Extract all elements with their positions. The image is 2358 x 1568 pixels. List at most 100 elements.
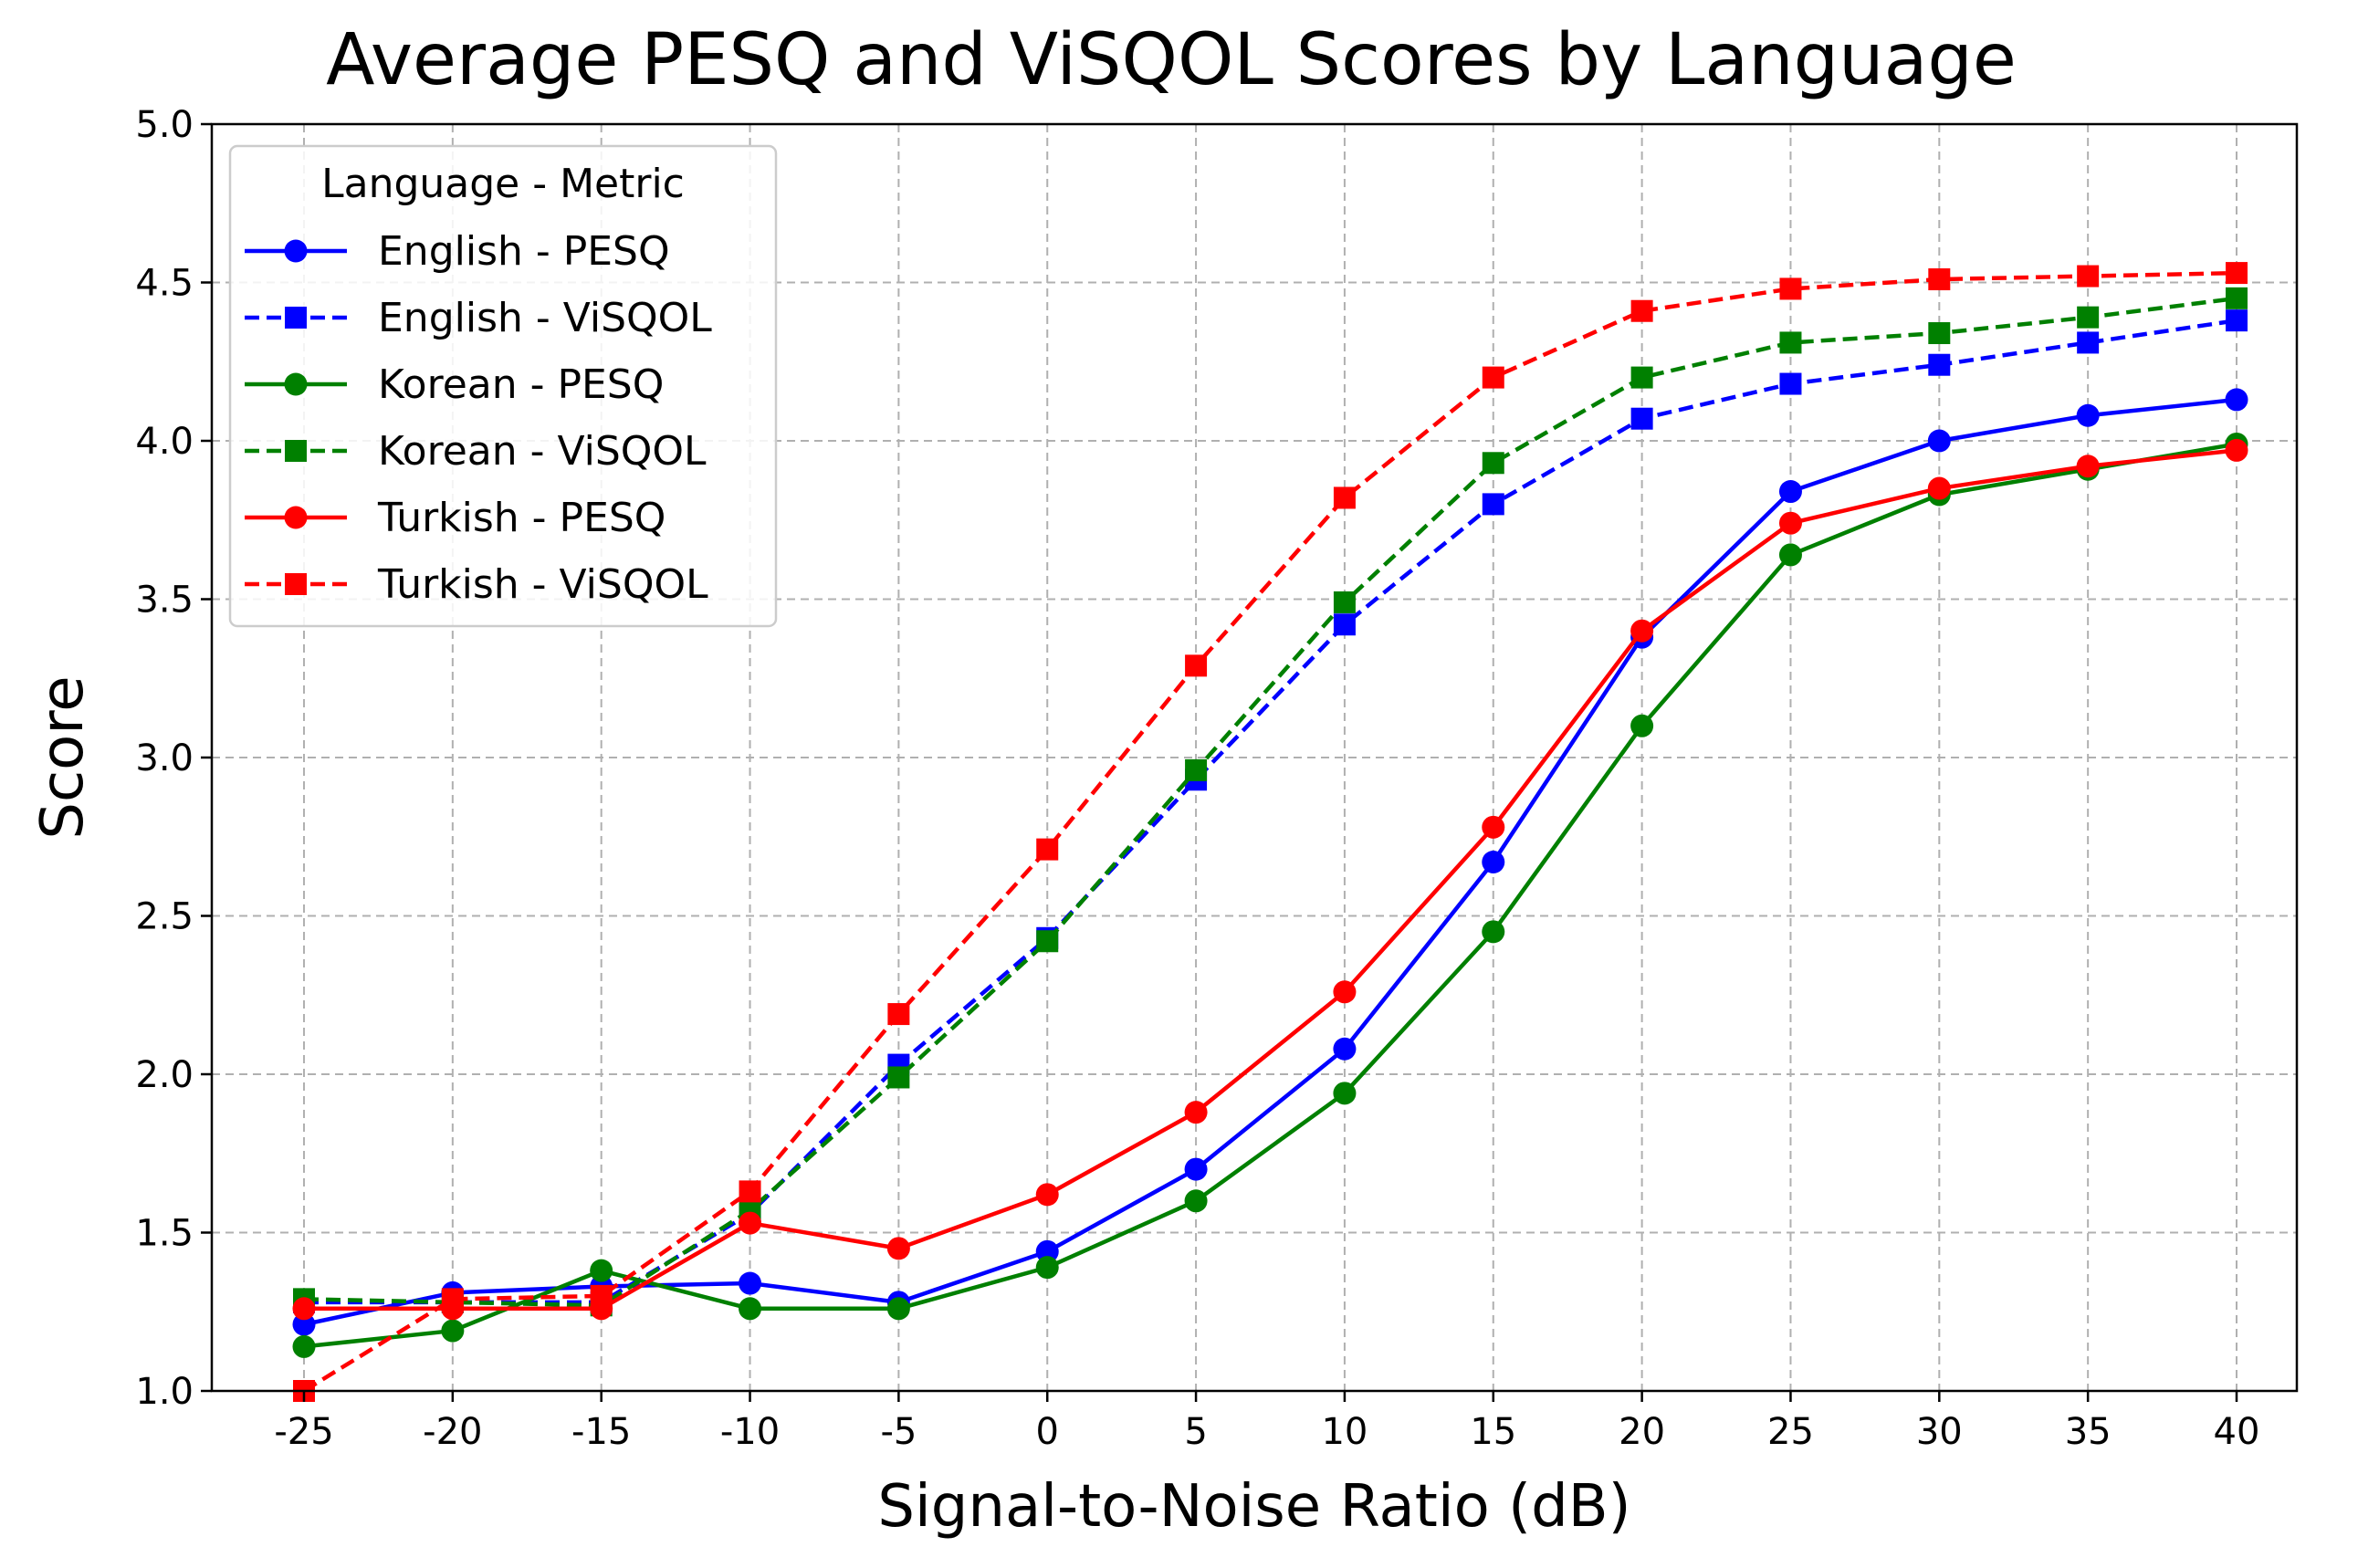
data-point-circle (1482, 851, 1505, 874)
data-point-circle (739, 1297, 762, 1321)
series-line (303, 296, 2237, 1308)
legend-marker-circle (284, 372, 308, 396)
data-point-circle (2225, 438, 2248, 462)
data-point-square (739, 1180, 761, 1203)
y-tick-label: 1.5 (135, 1213, 194, 1255)
legend-title: Language - Metric (321, 161, 685, 207)
data-point-square (2077, 331, 2100, 354)
legend-label: Korean - PESQ (378, 361, 664, 408)
series-line (302, 270, 2237, 1393)
legend-label: Korean - ViSQOL (378, 428, 707, 475)
y-tick-label: 3.5 (135, 580, 194, 622)
y-tick-label: 2.5 (135, 896, 194, 938)
data-point-circle (1630, 619, 1654, 643)
data-point-square (1630, 366, 1653, 389)
legend-marker-square (285, 440, 307, 462)
data-point-circle (292, 1312, 316, 1336)
legend-box (228, 144, 778, 628)
data-point-circle (1333, 1037, 1357, 1061)
x-tick-label: 40 (2214, 1411, 2260, 1453)
data-point-square (1779, 331, 1802, 354)
y-axis-label: Score (29, 675, 97, 839)
data-point-square (2226, 287, 2248, 309)
data-point-square (1185, 654, 1208, 677)
data-point-square (1333, 486, 1356, 509)
data-point-circle (1333, 1082, 1357, 1105)
legend-label: Turkish - ViSQOL (377, 561, 708, 608)
legend-entry-english-pesq: English - PESQ (245, 228, 670, 275)
y-tick-label: 4.5 (135, 263, 194, 305)
data-point-circle (1630, 714, 1654, 737)
data-point-square (2226, 309, 2248, 332)
x-tick-label: 0 (1036, 1411, 1059, 1453)
data-point-square (1482, 452, 1504, 475)
x-tick-label: -20 (423, 1411, 482, 1453)
x-axis-ticks: -25 -20 -15 -10 -5 0 5 10 15 20 25 30 35 40 (274, 1391, 2259, 1453)
x-tick-label: 10 (1321, 1411, 1368, 1453)
data-point-circle (1184, 1157, 1208, 1181)
series-line (303, 397, 2237, 1327)
data-point-circle (1778, 543, 1802, 567)
data-point-square (1482, 366, 1504, 389)
data-point-circle (1184, 1101, 1208, 1124)
data-point-square (1630, 407, 1653, 430)
data-point-square (1036, 930, 1059, 953)
y-tick-label: 3.0 (135, 737, 194, 779)
data-point-square (1630, 299, 1653, 322)
series-turkish-pesq (292, 438, 2248, 1321)
x-tick-label: -25 (274, 1411, 333, 1453)
data-point-circle (590, 1259, 613, 1282)
data-point-circle (1333, 980, 1357, 1004)
data-point-circle (292, 1297, 316, 1321)
data-point-circle (1035, 1256, 1059, 1280)
data-point-circle (1035, 1239, 1059, 1263)
legend-label: Turkish - PESQ (377, 495, 665, 541)
data-point-square (441, 1288, 464, 1311)
chart-title: Average PESQ and ViSQOL Scores by Langua… (326, 19, 2017, 101)
legend-marker-circle (284, 239, 308, 263)
legend-entry-turkish-visqol: Turkish - ViSQOL (245, 561, 708, 608)
x-tick-label: 5 (1184, 1411, 1207, 1453)
y-tick-label: 2.0 (135, 1054, 194, 1096)
data-point-circle (441, 1319, 465, 1343)
y-axis-ticks: 1.0 1.5 2.0 2.5 3.0 3.5 4.0 4.5 5.0 (135, 104, 212, 1413)
x-tick-label: 25 (1767, 1411, 1814, 1453)
y-tick-label: 5.0 (135, 104, 194, 146)
data-point-square (1333, 613, 1356, 636)
data-point-square (2077, 265, 2100, 287)
series-layer (292, 262, 2248, 1402)
data-point-circle (2225, 388, 2248, 412)
x-axis-label: Signal-to-Noise Ratio (dB) (877, 1473, 1630, 1541)
legend-entry-english-visqol: English - ViSQOL (245, 295, 712, 341)
x-tick-label: -15 (571, 1411, 631, 1453)
data-point-square (1333, 591, 1356, 613)
data-point-circle (1927, 476, 1951, 500)
data-point-square (1185, 758, 1208, 781)
legend-entry-korean-pesq: Korean - PESQ (245, 361, 664, 408)
y-tick-label: 4.0 (135, 421, 194, 463)
legend-entry-turkish-pesq: Turkish - PESQ (245, 495, 665, 541)
x-tick-label: 35 (2065, 1411, 2112, 1453)
data-point-square (1928, 322, 1951, 345)
data-point-square (1928, 353, 1951, 376)
x-tick-label: -5 (880, 1411, 917, 1453)
legend-marker-square (285, 307, 307, 329)
data-point-square (1928, 268, 1951, 291)
legend-entries: English - PESQ English - ViSQOL Korean - P… (245, 228, 712, 608)
data-point-square (1036, 838, 1059, 861)
legend-marker-square (285, 573, 307, 595)
data-point-circle (1035, 1183, 1059, 1207)
legend-entry-korean-visqol: Korean - ViSQOL (245, 428, 707, 475)
data-point-square (1779, 277, 1802, 300)
x-tick-label: 30 (1916, 1411, 1963, 1453)
data-point-square (887, 1003, 910, 1026)
data-point-circle (2076, 403, 2100, 427)
data-point-circle (1482, 815, 1505, 839)
data-point-circle (2076, 455, 2100, 478)
data-point-square (887, 1066, 910, 1089)
data-point-square (590, 1284, 613, 1307)
data-point-circle (292, 1334, 316, 1358)
data-point-square (1482, 493, 1504, 516)
data-point-circle (1778, 480, 1802, 504)
